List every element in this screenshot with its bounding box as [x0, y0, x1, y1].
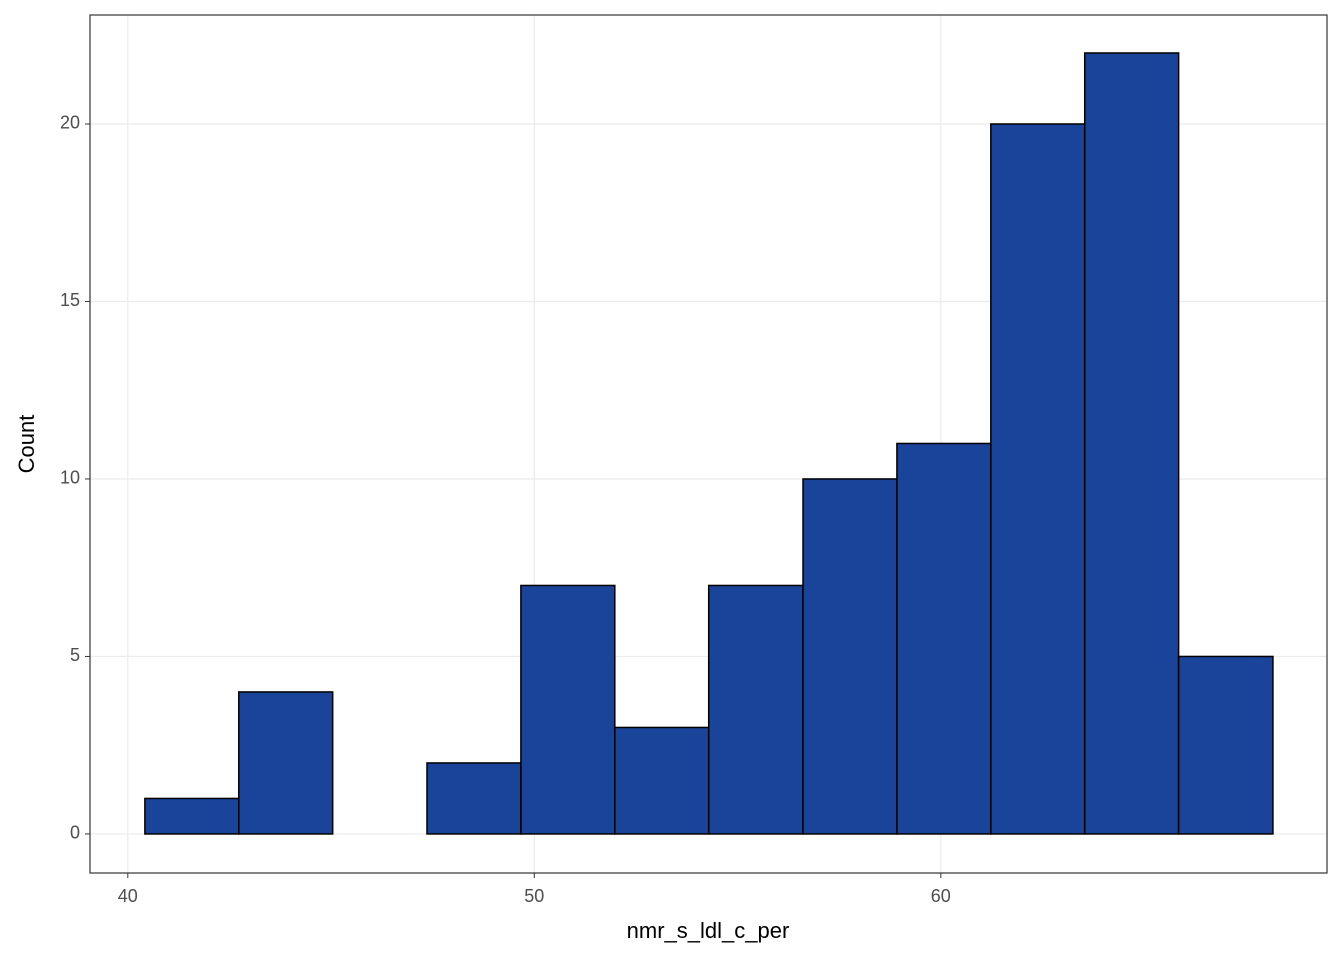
bar: [144, 797, 240, 835]
bar: [238, 691, 334, 835]
x-tick-label: 60: [931, 886, 951, 906]
bar: [1177, 655, 1274, 835]
x-tick-label: 50: [524, 886, 544, 906]
y-axis-title: Count: [14, 415, 39, 474]
y-tick-label: 0: [70, 823, 80, 843]
y-tick-label: 20: [60, 113, 80, 133]
bar: [896, 442, 992, 835]
x-tick-label: 40: [118, 886, 138, 906]
y-tick-label: 15: [60, 290, 80, 310]
panel-border: [89, 14, 1328, 874]
y-tick-label: 5: [70, 645, 80, 665]
bar: [520, 584, 616, 835]
bar: [614, 726, 710, 835]
x-axis-title: nmr_s_ldl_c_per: [627, 918, 790, 943]
bar: [990, 123, 1086, 835]
y-tick-label: 10: [60, 468, 80, 488]
bar: [707, 584, 804, 835]
bar: [1083, 52, 1180, 835]
bar: [426, 762, 522, 835]
bar: [802, 478, 898, 835]
